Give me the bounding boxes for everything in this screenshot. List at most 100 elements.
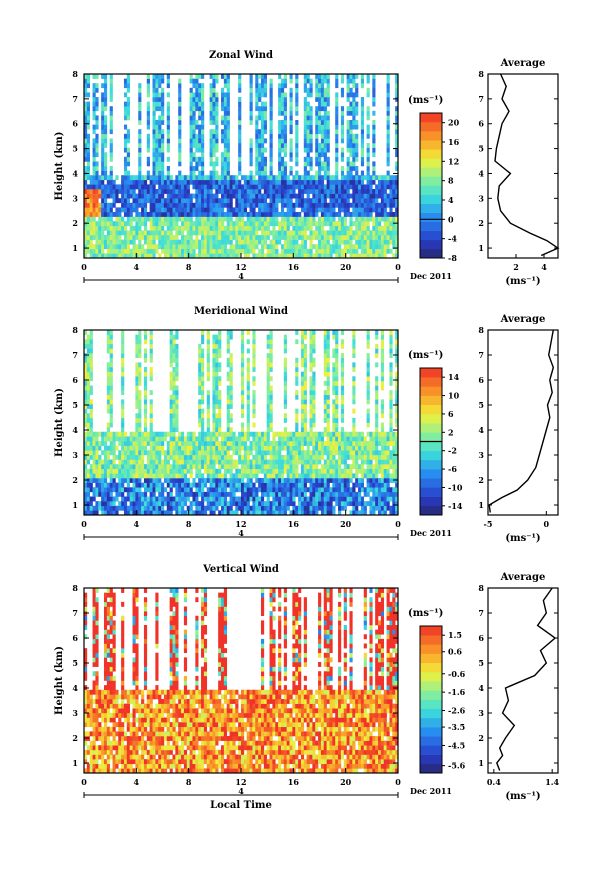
heatmap-cell <box>86 101 90 107</box>
heatmap-cell <box>300 431 305 437</box>
heatmap-cell <box>155 501 159 507</box>
heatmap-cell <box>335 156 339 162</box>
heatmap-cell <box>280 120 285 125</box>
heatmap-cell <box>106 244 110 250</box>
heatmap-cell <box>209 184 213 190</box>
heatmap-cell <box>198 491 202 497</box>
heatmap-cell <box>112 501 116 507</box>
heatmap-cell <box>126 170 130 176</box>
heatmap-cell <box>135 441 139 446</box>
heatmap-cell <box>241 478 245 483</box>
heatmap-cell <box>295 244 299 250</box>
heatmap-cell <box>141 248 145 254</box>
heatmap-cell <box>378 248 382 254</box>
heatmap-cell <box>369 253 373 259</box>
heatmap-cell <box>226 417 230 423</box>
heatmap-cell <box>258 464 262 470</box>
heatmap-cell <box>366 147 370 153</box>
heatmap-cell <box>206 362 210 368</box>
heatmap-cell <box>392 212 396 217</box>
heatmap-cell <box>226 202 230 208</box>
heatmap-cell <box>109 166 113 171</box>
heatmap-cell <box>246 248 250 254</box>
heatmap-cell <box>86 106 90 112</box>
heatmap-cell <box>258 106 262 112</box>
heatmap-cell <box>172 390 176 396</box>
heatmap-cell <box>158 156 162 162</box>
heatmap-cell <box>169 450 173 456</box>
heatmap-cell <box>315 124 319 130</box>
heatmap-cell <box>101 175 105 181</box>
heatmap-cell <box>166 83 170 89</box>
heatmap-cell <box>309 510 313 516</box>
heatmap-cell <box>286 431 290 437</box>
heatmap-cell <box>215 179 219 185</box>
heatmap-cell <box>241 357 245 363</box>
heatmap-cell <box>283 380 287 386</box>
heatmap-cell <box>123 115 128 121</box>
heatmap-cell <box>221 166 225 171</box>
heatmap-cell <box>389 248 393 254</box>
heatmap-cell <box>103 221 108 227</box>
heatmap-cell <box>280 129 285 135</box>
heatmap-cell <box>338 202 342 208</box>
heatmap-cell <box>241 330 245 335</box>
heatmap-cell <box>366 110 370 116</box>
heatmap-cell <box>129 464 133 470</box>
heatmap-cell <box>226 454 230 460</box>
heatmap-cell <box>392 225 396 231</box>
heatmap-cell <box>203 244 208 250</box>
heatmap-cell <box>300 464 305 470</box>
heatmap-cell <box>320 212 325 217</box>
heatmap-cell <box>252 339 256 345</box>
heatmap-cell <box>346 248 350 254</box>
heatmap-cell <box>158 239 162 245</box>
heatmap-cell <box>86 212 90 217</box>
heatmap-cell <box>172 450 176 456</box>
heatmap-cell <box>269 239 273 245</box>
heatmap-cell <box>126 78 130 84</box>
heatmap-cell <box>86 380 90 386</box>
heatmap-cell <box>123 248 128 254</box>
heatmap-cell <box>138 179 142 185</box>
heatmap-cell <box>292 478 296 483</box>
heatmap-cell <box>183 184 188 190</box>
heatmap-cell <box>298 179 302 185</box>
heatmap-cell <box>169 473 173 479</box>
heatmap-cell <box>109 212 113 217</box>
heatmap-cell <box>335 106 339 112</box>
heatmap-cell <box>203 431 208 437</box>
heatmap-cell <box>212 376 216 382</box>
heatmap-cell <box>289 198 293 204</box>
heatmap-cell <box>315 193 319 199</box>
heatmap-cell <box>155 235 159 240</box>
heatmap-cell <box>152 464 156 470</box>
heatmap-cell <box>295 235 299 240</box>
heatmap-cell <box>172 454 176 460</box>
heatmap-cell <box>101 230 105 236</box>
heatmap-cell <box>123 198 128 204</box>
heatmap-cell <box>138 450 142 456</box>
heatmap-cell <box>246 184 250 190</box>
heatmap-cell <box>192 478 196 483</box>
heatmap-cell <box>298 235 302 240</box>
heatmap-cell <box>252 413 256 419</box>
heatmap-cell <box>275 501 279 507</box>
heatmap-cell <box>229 399 233 405</box>
heatmap-cell <box>155 221 159 227</box>
heatmap-cell <box>126 459 130 465</box>
heatmap-cell <box>372 78 376 84</box>
heatmap-cell <box>215 175 219 181</box>
heatmap-cell <box>212 348 216 354</box>
heatmap-cell <box>358 175 362 181</box>
heatmap-cell <box>92 179 96 185</box>
heatmap-cell <box>369 179 373 185</box>
heatmap-cell <box>175 436 179 442</box>
heatmap-cell <box>206 212 210 217</box>
heatmap-cell <box>286 450 290 456</box>
heatmap-cell <box>152 253 156 259</box>
heatmap-cell <box>112 510 116 516</box>
colorbar-swatch <box>420 176 442 186</box>
heatmap-cell <box>95 244 99 250</box>
heatmap-cell <box>175 212 179 217</box>
